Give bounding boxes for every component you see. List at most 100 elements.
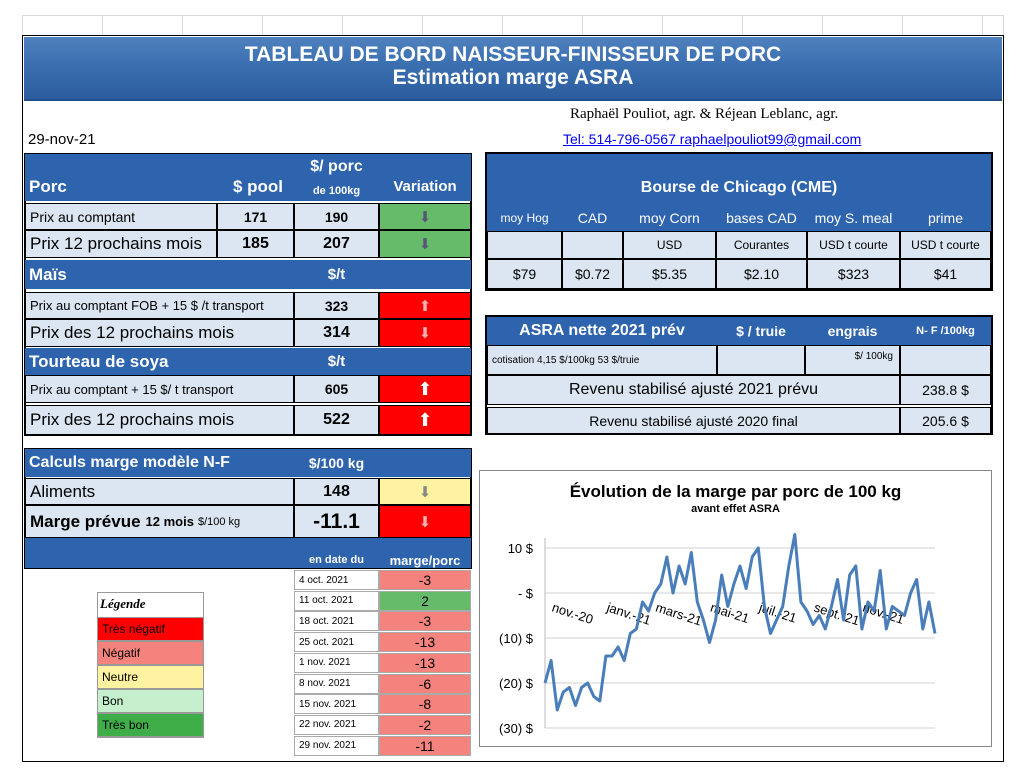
chart-x-tick: sept.-21 xyxy=(812,600,861,629)
chart-subtitle: avant effet ASRA xyxy=(691,503,780,515)
row-prix-comptant: Prix au comptant xyxy=(25,203,217,230)
pool-comptant: 171 xyxy=(217,203,294,230)
chart-x-tick: janv.-21 xyxy=(604,599,653,628)
rev-2020-label: Revenu stabilisé ajusté 2020 final xyxy=(487,407,900,434)
hdr-soya: Tourteau de soya xyxy=(25,348,294,375)
cme-value: $41 xyxy=(900,259,991,289)
chart-y-tick: (30) $ xyxy=(499,721,534,736)
legend-item: Très bon xyxy=(97,713,204,737)
rev-2021-val: 238.8 $ xyxy=(900,375,991,405)
asra-per100: $/ 100kg xyxy=(805,345,900,375)
hdr-porc100b: de 100kg xyxy=(294,180,379,201)
history-value: -3 xyxy=(379,611,471,632)
hdr-variation: Variation xyxy=(379,154,471,201)
cme-subheader: Courantes xyxy=(716,231,807,259)
val-soya-comptant: 605 xyxy=(294,375,379,403)
cme-value: $323 xyxy=(807,259,900,289)
down-arrow-icon: ⬇ xyxy=(379,319,471,347)
val-mais-comptant: 323 xyxy=(294,292,379,319)
chart-y-tick: (20) $ xyxy=(499,676,534,691)
down-arrow-icon: ⬇ xyxy=(379,478,471,505)
legend-item: Très négatif xyxy=(97,617,204,641)
title-banner: TABLEAU DE BORD NAISSEUR-FINISSEUR DE PO… xyxy=(24,37,1002,101)
chart-y-tick: (10) $ xyxy=(499,631,534,646)
marge-prevue-label: Marge prévue xyxy=(30,511,141,531)
cme-value: $5.35 xyxy=(623,259,716,289)
cme-header: bases CAD xyxy=(716,204,807,231)
history-date: 11 oct. 2021 xyxy=(294,590,379,611)
history-value: 2 xyxy=(379,590,471,611)
history-date: 1 nov. 2021 xyxy=(294,652,379,673)
cme-subheader: USD xyxy=(623,231,716,259)
val-comptant: 190 xyxy=(294,203,379,230)
marge-hdr-blank xyxy=(379,449,471,477)
report-date: 29-nov-21 xyxy=(28,131,96,148)
legend-item: Négatif xyxy=(97,641,204,665)
asra-hdr-nf: N- F /100kg xyxy=(900,317,991,345)
banner-title: TABLEAU DE BORD NAISSEUR-FINISSEUR DE PO… xyxy=(244,43,782,66)
marge-prevue-sub: 12 mois xyxy=(145,514,194,529)
cme-title: Bourse de Chicago (CME) xyxy=(487,154,991,204)
cme-subheader xyxy=(487,231,562,259)
row-mais-comptant: Prix au comptant FOB + 15 $ /t transport xyxy=(25,292,294,319)
chart-series-line xyxy=(543,533,937,712)
spreadsheet-grid-top xyxy=(22,15,1004,35)
row-prix-12mois: Prix 12 prochains mois xyxy=(25,230,217,258)
pool-12mois: 185 xyxy=(217,230,294,258)
row-soya-12mois: Prix des 12 prochains mois xyxy=(25,405,294,435)
legend-item: Neutre xyxy=(97,665,204,689)
hdr-porc: Porc xyxy=(25,154,222,201)
asra-cotisation: cotisation 4,15 $/100kg 53 $/truie xyxy=(487,345,717,375)
marge-title: Calculs marge modèle N-F xyxy=(25,449,294,477)
history-value: -6 xyxy=(379,673,471,694)
row-soya-comptant: Prix au comptant + 15 $/ t transport xyxy=(25,375,294,403)
cme-subheader: USD t courte xyxy=(807,231,900,259)
cme-header: moy Hog xyxy=(487,204,562,231)
legend-item: Bon xyxy=(97,689,204,713)
history-date: 15 nov. 2021 xyxy=(294,694,379,715)
marge-unit: $/100 kg xyxy=(294,449,379,477)
val-soya-12mois: 522 xyxy=(294,405,379,435)
marge-prevue-row: Marge prévue 12 mois $/100 kg xyxy=(25,505,294,538)
marge-prevue-unit: $/100 kg xyxy=(197,515,241,528)
history-date: 18 oct. 2021 xyxy=(294,611,379,632)
marge-prevue-val: -11.1 xyxy=(294,505,379,538)
cme-value: $0.72 xyxy=(562,259,623,289)
chart-y-tick: - $ xyxy=(518,586,534,601)
chart-plot: 10 $ - $ (10) $ (20) $ (30) $ nov.-20 janv.-21… xyxy=(499,533,937,736)
chart-y-tick: 10 $ xyxy=(508,541,534,556)
history-value: -13 xyxy=(379,652,471,673)
up-arrow-icon: ⬆ xyxy=(379,405,471,435)
cme-value: $79 xyxy=(487,259,562,289)
hdr-mais-unit: $/t xyxy=(294,260,379,289)
asra-nf-cell xyxy=(900,345,991,375)
down-arrow-icon: ⬇ xyxy=(379,203,471,230)
history-value: -11 xyxy=(379,735,471,756)
hdr-soya-blank xyxy=(379,348,471,375)
history-date: 4 oct. 2021 xyxy=(294,570,379,590)
history-date: 22 nov. 2021 xyxy=(294,714,379,735)
history-value: -3 xyxy=(379,570,471,590)
history-value: -13 xyxy=(379,632,471,653)
up-arrow-icon: ⬆ xyxy=(379,375,471,403)
rev-2021-label: Revenu stabilisé ajusté 2021 prévu xyxy=(487,375,900,405)
down-arrow-icon: ⬇ xyxy=(379,505,471,538)
hdr-mais-blank xyxy=(379,260,471,289)
up-arrow-icon: ⬆ xyxy=(379,292,471,319)
rev-2020-val: 205.6 $ xyxy=(900,407,991,434)
row-mais-12mois: Prix des 12 prochains mois xyxy=(25,319,294,347)
history-hdr-date: en date du xyxy=(294,538,379,568)
asra-hdr-engrais: engrais xyxy=(805,317,900,345)
contact-text[interactable]: Tel: 514-796-0567 raphaelpouliot99@gmail… xyxy=(563,131,862,147)
val-12mois: 207 xyxy=(294,230,379,258)
cme-subheader xyxy=(562,231,623,259)
hdr-pool: $ pool xyxy=(222,154,294,201)
hdr-mais: Maïs xyxy=(25,260,294,289)
asra-title: ASRA nette 2021 prév xyxy=(487,317,717,345)
history-date: 29 nov. 2021 xyxy=(294,735,379,756)
chart-x-tick: mars-21 xyxy=(654,600,704,629)
cme-header: prime xyxy=(900,204,991,231)
contact-link[interactable]: Tel: 514-796-0567 raphaelpouliot99@gmail… xyxy=(563,131,861,147)
asra-truie-cell xyxy=(717,345,805,375)
hdr-soya-unit: $/t xyxy=(294,348,379,375)
